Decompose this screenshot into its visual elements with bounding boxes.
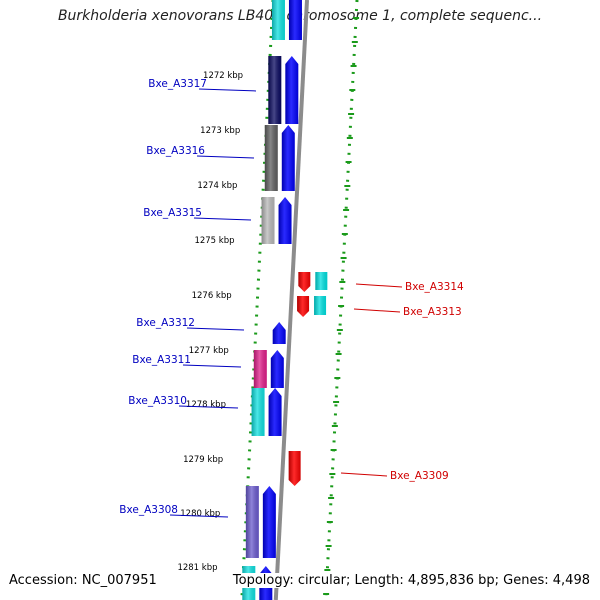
forward-gene-arrow-Bxe_A3311[interactable] xyxy=(270,350,284,388)
gene-label-Bxe_A3310[interactable]: Bxe_A3310 xyxy=(128,395,187,407)
cog-block-Bxe_A3308-shade xyxy=(245,486,259,558)
partial-forward-arrow-top[interactable] xyxy=(288,0,302,40)
forward-gene-arrow-Bxe_A3315[interactable] xyxy=(278,197,292,244)
gene-leader-line xyxy=(178,405,239,409)
cog-block-Bxe_A3316-shade xyxy=(264,125,278,191)
cog-block-Bxe_A3314-shade xyxy=(315,272,328,290)
gene-label-Bxe_A3314[interactable]: Bxe_A3314 xyxy=(405,281,464,293)
chromosome-backbone xyxy=(273,0,309,600)
gene-label-Bxe_A3313[interactable]: Bxe_A3313 xyxy=(403,306,462,318)
gene-leader-line xyxy=(353,308,401,313)
topology-stats-text: Topology: circular; Length: 4,895,836 bp… xyxy=(230,573,590,588)
forward-gene-arrow-Bxe_A3308[interactable] xyxy=(262,486,276,558)
gene-label-Bxe_A3315[interactable]: Bxe_A3315 xyxy=(143,207,202,219)
cog-block-Bxe_A3317-shade xyxy=(268,56,282,124)
tick-label: 1278 kbp xyxy=(186,400,226,410)
gene-leader-line xyxy=(196,155,255,159)
tick-label: 1274 kbp xyxy=(197,181,237,191)
tick-label: 1279 kbp xyxy=(183,455,223,465)
gene-label-Bxe_A3308[interactable]: Bxe_A3308 xyxy=(119,504,178,516)
accession-text: Accession: NC_007951 xyxy=(9,573,157,588)
gene-label-Bxe_A3312[interactable]: Bxe_A3312 xyxy=(136,317,195,329)
gene-label-Bxe_A3311[interactable]: Bxe_A3311 xyxy=(132,354,191,366)
reverse-gene-arrow-Bxe_A3314[interactable] xyxy=(298,272,311,292)
reverse-gene-arrow-Bxe_A3309[interactable] xyxy=(288,451,301,486)
reverse-gene-arrow-Bxe_A3313[interactable] xyxy=(297,296,310,317)
forward-gene-arrow-Bxe_A3312[interactable] xyxy=(272,322,286,344)
tick-label: 1273 kbp xyxy=(200,126,240,136)
tick-label: 1277 kbp xyxy=(189,346,229,356)
gene-leader-line xyxy=(182,364,242,368)
tick-label: 1276 kbp xyxy=(192,291,232,301)
cog-block-Bxe_A3310-shade xyxy=(251,388,265,436)
gene-label-Bxe_A3309[interactable]: Bxe_A3309 xyxy=(390,470,449,482)
cog-block-Bxe_A3311-shade xyxy=(253,350,267,388)
tick-label: 1281 kbp xyxy=(177,563,217,573)
gene-leader-line xyxy=(340,472,388,477)
forward-gene-arrow-Bxe_A3316[interactable] xyxy=(281,125,295,191)
forward-gene-arrow-Bxe_A3310[interactable] xyxy=(268,388,282,436)
tick-label: 1275 kbp xyxy=(194,236,234,246)
inner-dotted-track xyxy=(324,0,359,600)
gene-leader-line xyxy=(169,514,229,518)
gene-leader-line xyxy=(193,217,252,221)
outer-dotted-track xyxy=(240,0,275,600)
cog-block-Bxe_A3315-shade xyxy=(261,197,275,244)
forward-gene-arrow-Bxe_A3317[interactable] xyxy=(285,56,299,124)
gene-label-Bxe_A3317[interactable]: Bxe_A3317 xyxy=(148,78,207,90)
gene-leader-line xyxy=(355,283,403,288)
tick-label: 1280 kbp xyxy=(180,509,220,519)
gene-label-Bxe_A3316[interactable]: Bxe_A3316 xyxy=(146,145,205,157)
tick-label: 1272 kbp xyxy=(203,71,243,81)
gene-leader-line xyxy=(198,88,257,92)
partial-cog-block-top-shade xyxy=(271,0,285,40)
gene-leader-line xyxy=(186,327,245,331)
cog-block-Bxe_A3313-shade xyxy=(314,296,327,315)
